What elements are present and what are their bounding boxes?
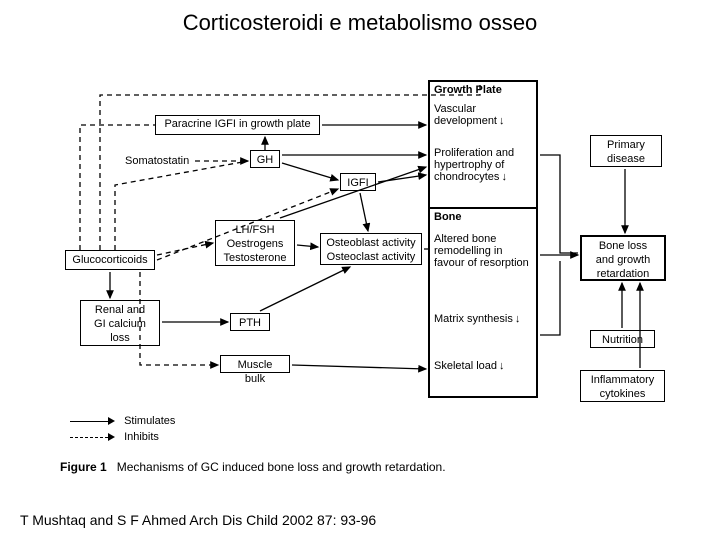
osteo-box: Osteoblast activity Osteoclast activity [320,233,422,265]
renal-gi-box: Renal and GI calcium loss [80,300,160,346]
skeletal-load: Skeletal load [434,360,534,372]
vascular-dev: Vascular development [434,103,534,127]
growth-plate-header: Growth Plate [434,84,502,96]
lhfsh-box: LH/FSH Oestrogens Testosterone [215,220,295,266]
page-title: Corticosteroidi e metabolismo osseo [0,10,720,36]
diagram-area: Growth Plate Bone Vascular development P… [50,55,670,465]
figure-caption-text: Mechanisms of GC induced bone loss and g… [117,460,446,474]
bone-loss-box: Bone loss and growth retardation [580,235,666,281]
prolif-chondro: Proliferation and hypertrophy of chondro… [434,147,534,183]
gh-box: GH [250,150,280,168]
legend-inhibits-label: Inhibits [124,431,159,443]
nutrition-box: Nutrition [590,330,655,348]
citation: T Mushtaq and S F Ahmed Arch Dis Child 2… [20,512,376,528]
igf1-box: IGFI [340,173,376,191]
paracrine-igf-box: Paracrine IGFI in growth plate [155,115,320,135]
legend-inhibits: Inhibits [70,431,175,443]
pth-box: PTH [230,313,270,331]
legend-stimulates-label: Stimulates [124,415,175,427]
legend: Stimulates Inhibits [70,415,175,443]
column-divider [428,207,538,209]
matrix-synth: Matrix synthesis [434,313,534,325]
glucocorticoids-box: Glucocorticoids [65,250,155,270]
primary-disease-box: Primary disease [590,135,662,167]
muscle-bulk-box: Muscle bulk [220,355,290,373]
inflam-cyto-box: Inflammatory cytokines [580,370,665,402]
bone-header: Bone [434,211,462,223]
figure-caption: Figure 1 Mechanisms of GC induced bone l… [60,460,446,474]
altered-remodel: Altered bone remodelling in favour of re… [434,233,534,269]
somatostatin-label: Somatostatin [125,155,189,167]
figure-label: Figure 1 [60,460,107,474]
legend-stimulates: Stimulates [70,415,175,427]
